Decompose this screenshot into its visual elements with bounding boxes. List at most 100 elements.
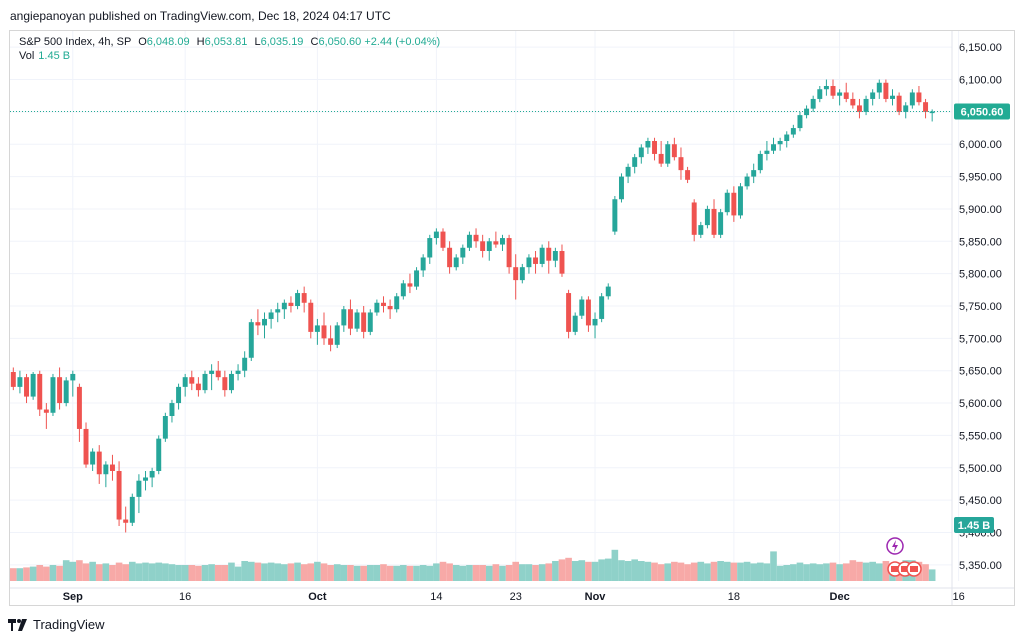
candle-body[interactable] [903, 105, 909, 112]
candle-body[interactable] [605, 286, 611, 297]
candle-body[interactable] [334, 325, 340, 345]
candle-body[interactable] [533, 257, 539, 264]
candle-body[interactable] [420, 257, 426, 271]
candle-body[interactable] [90, 451, 96, 465]
candle-body[interactable] [724, 192, 730, 213]
candle-body[interactable] [215, 370, 221, 378]
candle-body[interactable] [354, 312, 360, 329]
candle-body[interactable] [24, 377, 30, 397]
candle-body[interactable] [314, 325, 320, 332]
candle-body[interactable] [195, 383, 201, 391]
candle-body[interactable] [797, 115, 803, 129]
candle-body[interactable] [552, 251, 558, 261]
candle-body[interactable] [784, 134, 790, 141]
candle-body[interactable] [625, 166, 631, 177]
candle-body[interactable] [685, 170, 691, 180]
candle-body[interactable] [361, 312, 367, 332]
candle-body[interactable] [618, 176, 624, 200]
candle-body[interactable] [70, 373, 76, 381]
candle-body[interactable] [295, 293, 301, 306]
candle-body[interactable] [519, 267, 525, 281]
candle-body[interactable] [923, 102, 929, 112]
candle-body[interactable] [632, 157, 638, 167]
candle-body[interactable] [691, 202, 697, 235]
candle-body[interactable] [440, 231, 446, 248]
footer-brand[interactable]: TradingView [8, 617, 105, 632]
candle-body[interactable] [116, 471, 122, 520]
candle-body[interactable] [585, 299, 591, 326]
candle-body[interactable] [896, 95, 902, 112]
candle-body[interactable] [744, 176, 750, 187]
candle-body[interactable] [123, 519, 129, 523]
candle-body[interactable] [182, 377, 188, 387]
candle-body[interactable] [804, 108, 810, 116]
candle-body[interactable] [17, 377, 23, 387]
candle-body[interactable] [718, 212, 724, 235]
candle-body[interactable] [665, 144, 671, 164]
candle-body[interactable] [57, 377, 63, 404]
candle-body[interactable] [751, 170, 757, 177]
candle-body[interactable] [414, 270, 420, 287]
candle-body[interactable] [129, 496, 135, 523]
chart-frame[interactable] [9, 30, 1015, 606]
candle-body[interactable] [43, 409, 49, 413]
candle-body[interactable] [30, 373, 36, 397]
candle-body[interactable] [308, 302, 314, 332]
candle-body[interactable] [248, 322, 254, 358]
candle-body[interactable] [817, 89, 823, 99]
candle-body[interactable] [929, 111, 935, 114]
candle-body[interactable] [143, 477, 148, 481]
candle-body[interactable] [341, 309, 347, 326]
candle-body[interactable] [579, 299, 585, 316]
candle-body[interactable] [222, 377, 228, 391]
candle-body[interactable] [136, 480, 142, 497]
candle-body[interactable] [387, 306, 393, 310]
candle-body[interactable] [407, 283, 413, 287]
candle-body[interactable] [599, 296, 605, 319]
candle-body[interactable] [876, 82, 882, 93]
candle-body[interactable] [109, 464, 115, 471]
candle-body[interactable] [347, 309, 353, 329]
candle-body[interactable] [546, 247, 552, 261]
candle-body[interactable] [103, 464, 109, 475]
candle-body[interactable] [539, 247, 545, 264]
candle-body[interactable] [843, 92, 849, 99]
candle-body[interactable] [493, 241, 499, 245]
candle-body[interactable] [83, 428, 89, 465]
candle-body[interactable] [76, 386, 82, 429]
candle-body[interactable] [63, 380, 69, 404]
candle-body[interactable] [830, 86, 836, 96]
candle-body[interactable] [466, 234, 472, 248]
candle-body[interactable] [837, 92, 843, 96]
candle-body[interactable] [572, 315, 578, 332]
candle-body[interactable] [381, 302, 386, 306]
candle-body[interactable] [823, 86, 829, 90]
candle-body[interactable] [757, 153, 763, 171]
candle-body[interactable] [328, 338, 334, 345]
candle-body[interactable] [301, 293, 307, 303]
candle-body[interactable] [658, 153, 664, 164]
candle-body[interactable] [37, 373, 43, 410]
candle-body[interactable] [850, 98, 856, 106]
candle-body[interactable] [202, 373, 208, 391]
candle-body[interactable] [268, 312, 274, 319]
candle-body[interactable] [189, 377, 195, 384]
candle-body[interactable] [863, 98, 869, 112]
candle-body[interactable] [671, 144, 677, 158]
candle-body[interactable] [790, 128, 796, 135]
candle-body[interactable] [513, 267, 519, 281]
candle-body[interactable] [149, 471, 155, 478]
candle-body[interactable] [374, 302, 380, 313]
candle-body[interactable] [890, 95, 895, 99]
candle-body[interactable] [526, 257, 532, 268]
candle-body[interactable] [400, 283, 406, 297]
candle-body[interactable] [645, 141, 651, 148]
candle-body[interactable] [704, 208, 710, 226]
candle-body[interactable] [698, 225, 704, 235]
candle-body[interactable] [288, 302, 294, 306]
candle-body[interactable] [394, 296, 400, 310]
candle-body[interactable] [638, 147, 644, 158]
candle-body[interactable] [367, 312, 373, 332]
candle-body[interactable] [559, 251, 565, 274]
